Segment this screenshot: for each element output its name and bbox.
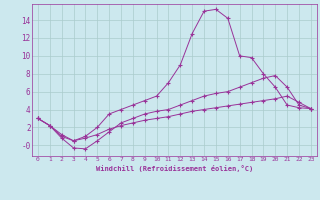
X-axis label: Windchill (Refroidissement éolien,°C): Windchill (Refroidissement éolien,°C) [96,165,253,172]
